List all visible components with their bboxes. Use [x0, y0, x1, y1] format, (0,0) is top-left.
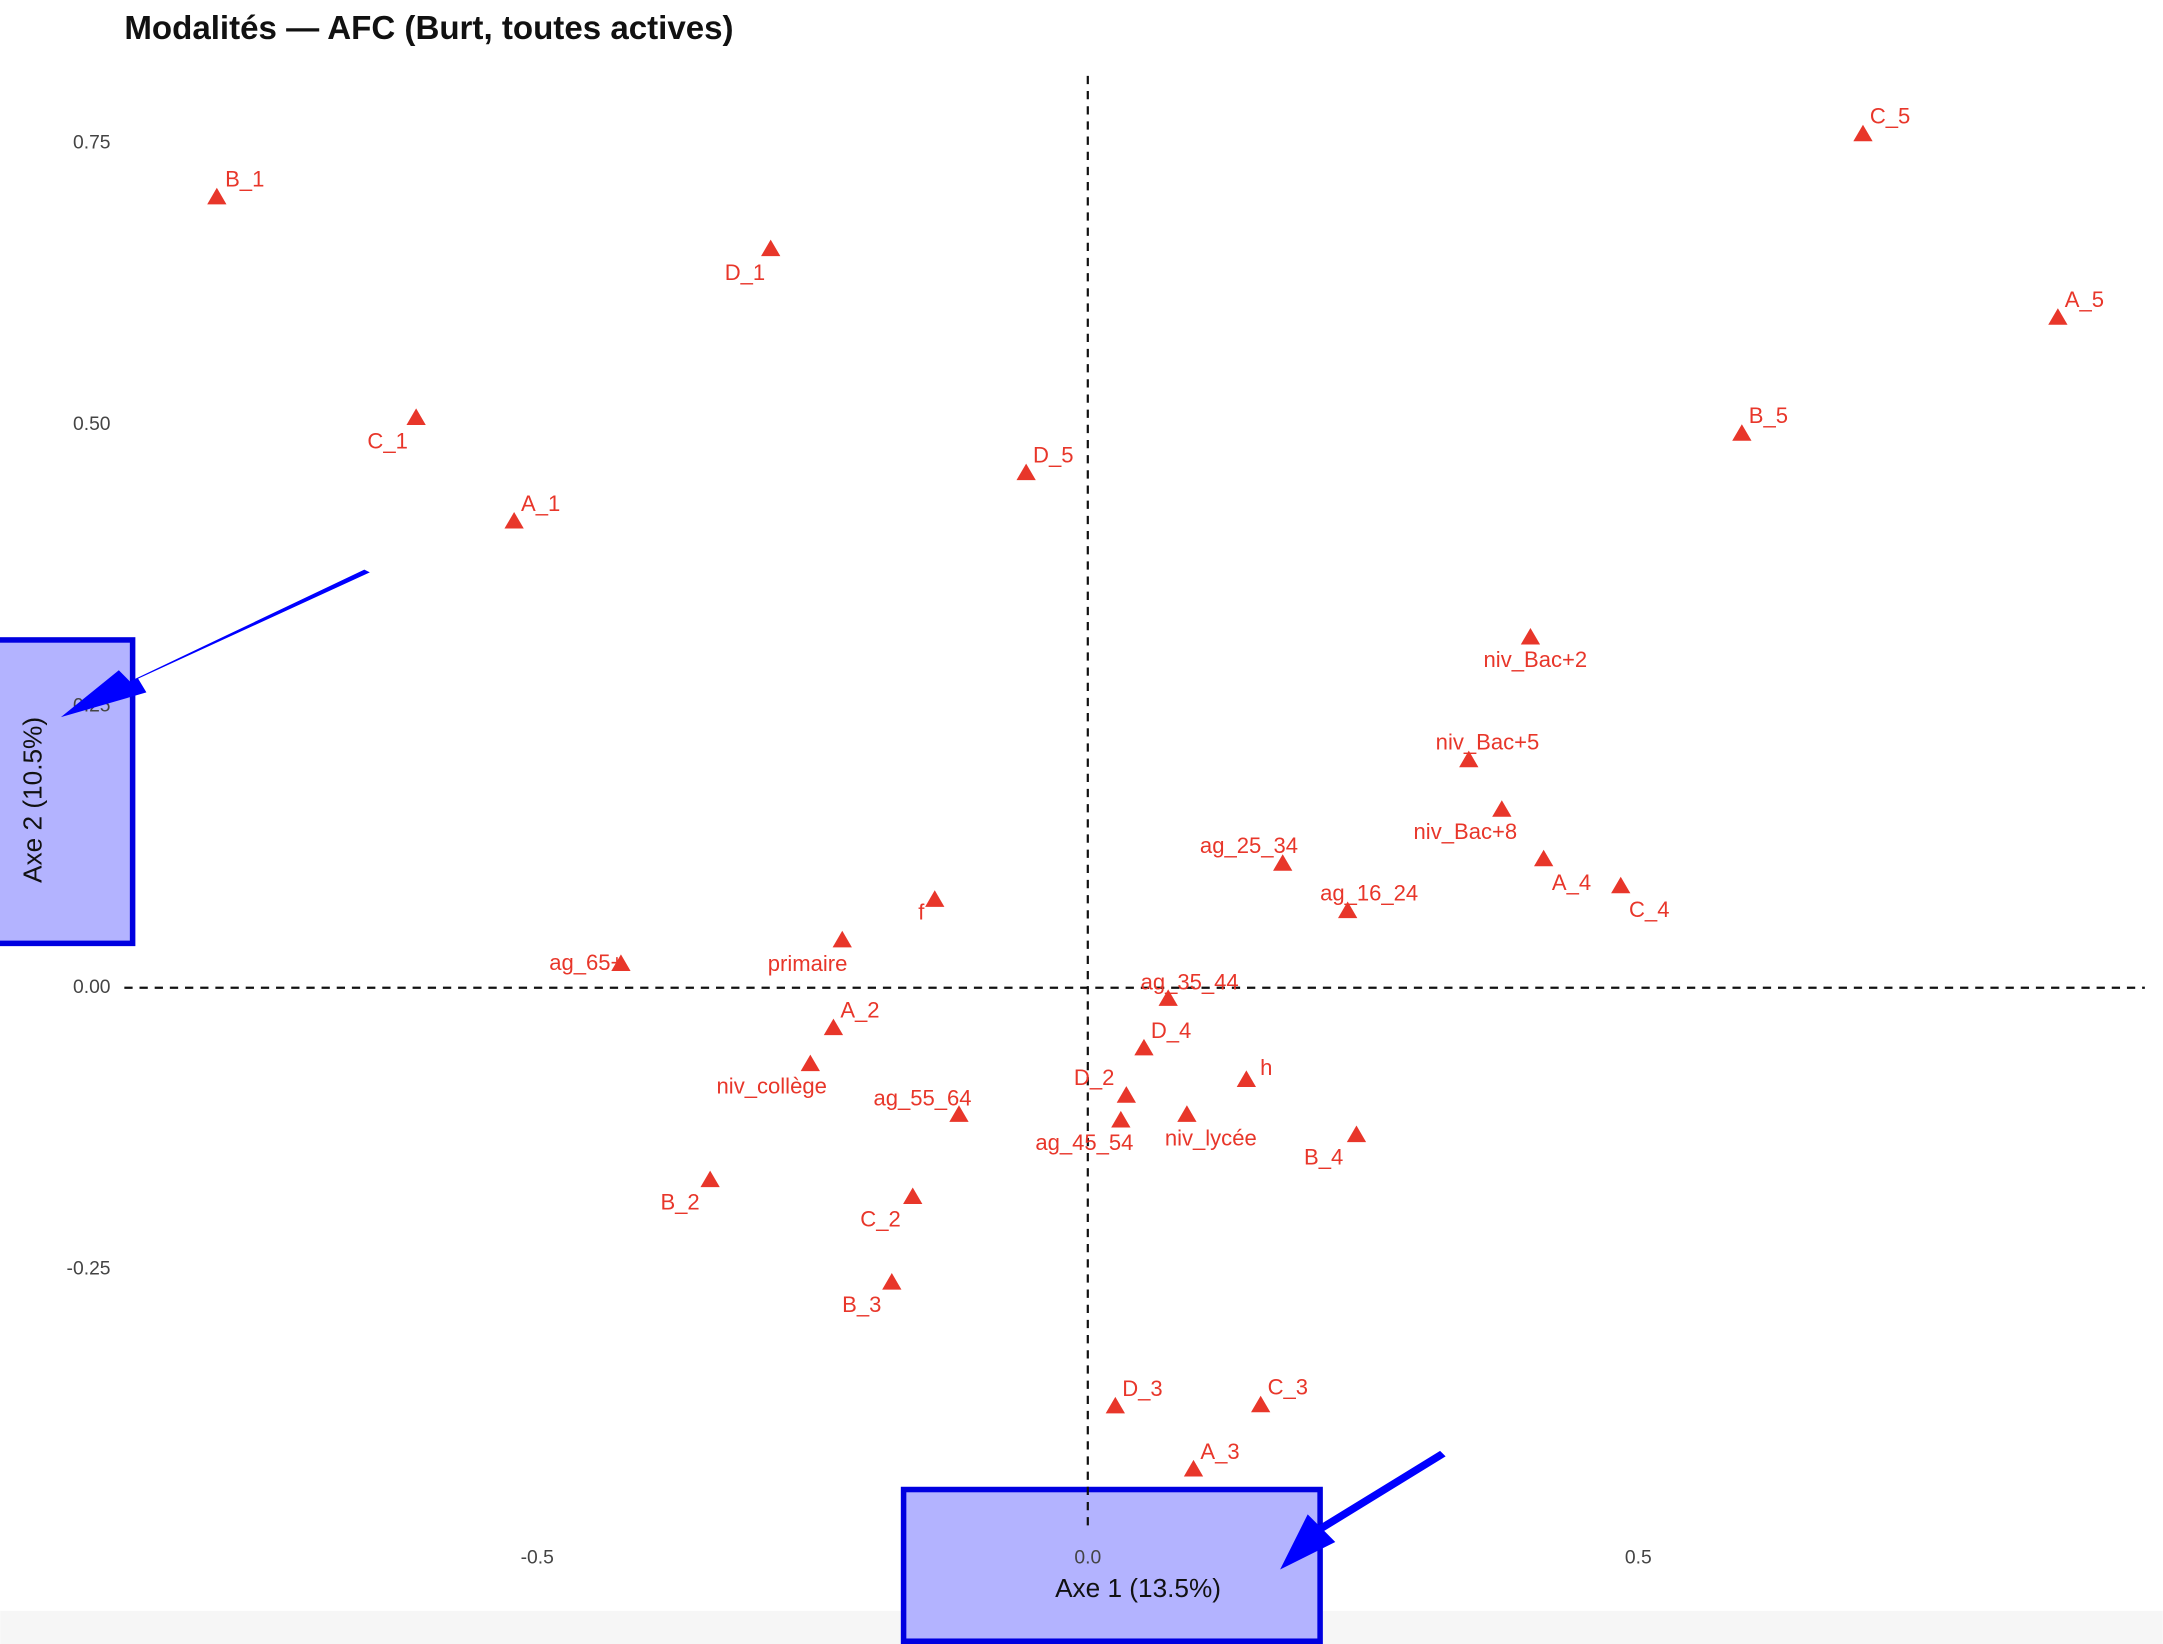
point-label: ag_25_34	[1200, 833, 1298, 858]
point-label: C_4	[1629, 897, 1669, 922]
point-label: A_3	[1200, 1439, 1239, 1464]
y-tick-label: 0.50	[73, 414, 111, 435]
point-label: B_1	[225, 167, 264, 192]
point	[1016, 463, 1036, 481]
point-label: D_4	[1151, 1018, 1191, 1043]
point-label: f	[918, 900, 925, 925]
point	[504, 512, 524, 529]
point-label: niv_Bac+8	[1414, 819, 1518, 844]
point-label: B_5	[1749, 403, 1788, 428]
point	[1116, 1086, 1136, 1103]
plot-area: -0.50.00.5-0.250.000.250.500.75B_1D_1C_1…	[67, 75, 2145, 1569]
point	[1105, 1396, 1125, 1414]
point	[800, 1054, 820, 1072]
point-label: A_2	[840, 998, 879, 1023]
point	[1732, 424, 1752, 441]
point	[1183, 1459, 1204, 1477]
point-label: ag_35_44	[1141, 970, 1239, 995]
point	[207, 187, 227, 205]
point-label: B_4	[1304, 1144, 1343, 1169]
point-label: ag_65+	[549, 950, 623, 975]
point	[1611, 876, 1631, 894]
point	[1853, 124, 1873, 142]
point-label: D_5	[1033, 443, 1073, 468]
x-tick-label: 0.5	[1625, 1548, 1652, 1569]
point	[832, 930, 852, 948]
point-label: D_1	[725, 260, 765, 285]
y-tick-label: -0.25	[67, 1258, 111, 1279]
chart-title: Modalités — AFC (Burt, toutes actives)	[124, 10, 733, 47]
point	[1177, 1105, 1197, 1122]
point-label: h	[1260, 1055, 1272, 1080]
x-tick-label: 0.0	[1074, 1548, 1101, 1569]
point-label: primaire	[768, 951, 848, 976]
y-tick-label: 0.75	[73, 132, 111, 153]
point-label: B_3	[842, 1292, 881, 1317]
point	[1158, 989, 1178, 1006]
point	[1459, 750, 1479, 768]
point-label: ag_16_24	[1320, 880, 1418, 905]
arrow	[1280, 1450, 1446, 1570]
point	[1236, 1070, 1257, 1087]
point	[925, 890, 945, 907]
point	[903, 1187, 923, 1205]
point-label: D_2	[1074, 1065, 1114, 1090]
point	[1134, 1038, 1154, 1056]
point	[1492, 800, 1512, 817]
point-label: niv_Bac+5	[1436, 730, 1540, 755]
point-label: C_1	[367, 429, 407, 454]
point	[1520, 627, 1541, 645]
point-label: C_2	[860, 1206, 900, 1231]
point-label: niv_Bac+2	[1484, 647, 1588, 672]
point-label: niv_collège	[717, 1074, 827, 1099]
point	[823, 1018, 844, 1036]
point	[761, 239, 781, 257]
point	[1346, 1125, 1367, 1143]
point	[611, 954, 631, 971]
point	[1111, 1110, 1131, 1128]
point	[1251, 1395, 1271, 1413]
point-label: B_2	[660, 1190, 699, 1215]
point	[949, 1105, 969, 1122]
point	[1273, 854, 1293, 871]
point	[882, 1273, 902, 1290]
point	[406, 408, 426, 425]
point-label: D_3	[1122, 1376, 1162, 1401]
point-label: C_3	[1268, 1375, 1308, 1400]
point-label: C_5	[1870, 104, 1910, 129]
point	[2048, 308, 2068, 325]
y-axis-label: Axe 2 (10.5%)	[18, 717, 48, 883]
highlight-box	[900, 1486, 1323, 1644]
point	[700, 1170, 720, 1188]
point-label: A_1	[521, 491, 560, 516]
arrow	[60, 569, 370, 718]
x-tick-label: -0.5	[521, 1548, 554, 1569]
point	[1338, 901, 1358, 919]
point-label: ag_55_64	[873, 1086, 971, 1111]
x-axis-label: Axe 1 (13.5%)	[1055, 1573, 1221, 1603]
point-label: ag_45_54	[1035, 1130, 1133, 1155]
point-label: niv_lycée	[1165, 1126, 1257, 1151]
point	[1534, 849, 1554, 867]
point-label: A_4	[1552, 870, 1591, 895]
y-tick-label: 0.00	[73, 977, 111, 998]
point-label: A_5	[2065, 287, 2104, 312]
